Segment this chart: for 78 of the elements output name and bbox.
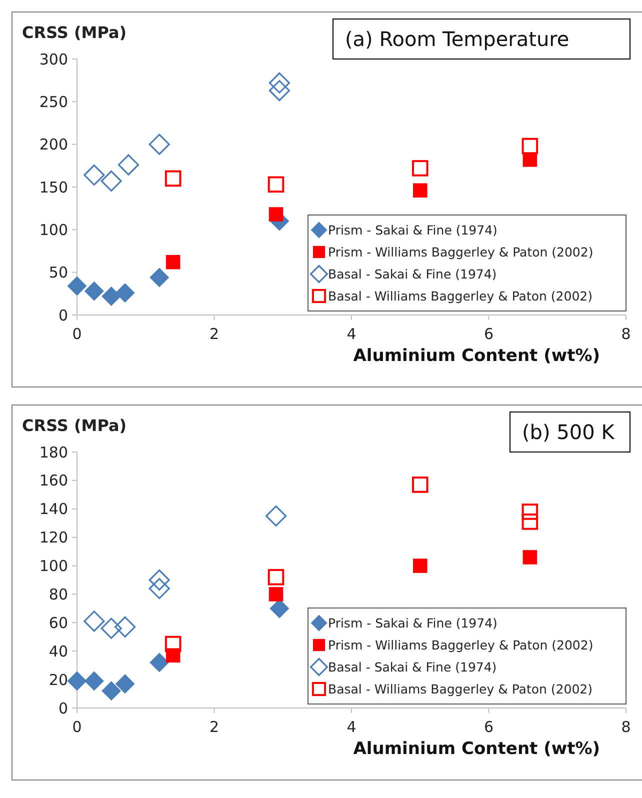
y-tick-label: 200 (39, 136, 68, 154)
y-tick-label: 300 (39, 50, 68, 68)
x-tick-label: 6 (484, 718, 494, 736)
y-tick-label: 140 (39, 500, 68, 518)
point (84, 281, 104, 301)
point (268, 80, 290, 102)
point (522, 138, 538, 154)
point (265, 505, 287, 527)
y-axis-title: CRSS (MPa) (22, 416, 127, 435)
y-tick-label: 0 (58, 699, 68, 718)
y-tick-label: 80 (48, 585, 68, 604)
point (522, 550, 538, 564)
x-axis-title: Aluminium Content (wt%) (353, 346, 600, 366)
point (412, 476, 428, 493)
legend-label: Basal - Williams Baggerley & Paton (2002) (328, 288, 592, 304)
point (268, 587, 284, 602)
y-tick-label: 20 (48, 670, 68, 689)
point (522, 504, 538, 520)
legend-label: Basal - Sakai & Fine (1974) (328, 266, 497, 282)
point (115, 674, 135, 694)
x-tick-label: 8 (621, 718, 631, 736)
point (412, 160, 428, 176)
point (67, 671, 87, 691)
point (150, 268, 170, 288)
point (150, 652, 170, 672)
x-tick-label: 6 (484, 325, 494, 343)
y-tick-label: 160 (39, 472, 68, 490)
y-tick-label: 50 (48, 264, 68, 282)
point (164, 636, 182, 652)
legend-label: Basal - Williams Baggerley & Paton (2002) (328, 681, 592, 696)
x-axis-title: Aluminium Content (wt%) (353, 739, 600, 759)
y-tick-label: 250 (39, 92, 68, 111)
legend-label: Prism - Williams Baggerley & Paton (2002) (328, 637, 594, 652)
legend-label: Prism - Williams Baggerley & Paton (2002) (328, 244, 594, 260)
point (84, 610, 105, 632)
point (118, 154, 140, 176)
point (115, 283, 135, 303)
legend-label: Prism - Sakai & Fine (1974) (328, 615, 498, 630)
point (148, 569, 170, 591)
point (100, 618, 122, 639)
x-tick-label: 4 (346, 718, 356, 736)
point (412, 183, 428, 198)
legend-label: Prism - Sakai & Fine (1974) (328, 222, 498, 238)
point (268, 72, 290, 94)
point (268, 207, 284, 222)
y-tick-label: 100 (39, 220, 68, 239)
x-tick-label: 8 (621, 325, 631, 343)
point (268, 176, 284, 193)
point (522, 514, 538, 530)
x-tick-label: 2 (209, 718, 220, 736)
x-tick-label: 0 (72, 325, 82, 343)
chart-title: (b) 500 K (522, 420, 616, 444)
point (67, 276, 87, 296)
y-tick-label: 0 (58, 306, 68, 324)
x-tick-label: 4 (346, 325, 356, 343)
chart-title: (a) Room Temperature (345, 27, 570, 51)
legend-label: Basal - Sakai & Fine (1974) (328, 659, 497, 674)
point (102, 681, 122, 701)
point (100, 170, 122, 192)
x-tick-label: 2 (209, 325, 220, 343)
y-tick-label: 180 (39, 443, 68, 462)
point (412, 558, 428, 573)
point (166, 254, 180, 270)
point (164, 170, 182, 187)
y-axis-title: CRSS (MPa) (22, 23, 127, 42)
point (148, 134, 170, 155)
y-tick-label: 150 (39, 178, 68, 196)
point (84, 164, 105, 186)
y-tick-label: 40 (48, 642, 68, 660)
point (268, 569, 284, 586)
x-tick-label: 0 (72, 718, 82, 736)
y-tick-label: 100 (39, 557, 68, 576)
point (102, 286, 122, 306)
point (84, 671, 104, 691)
y-tick-label: 60 (48, 614, 68, 632)
point (114, 616, 136, 638)
y-tick-label: 120 (39, 528, 68, 547)
point (148, 578, 170, 600)
